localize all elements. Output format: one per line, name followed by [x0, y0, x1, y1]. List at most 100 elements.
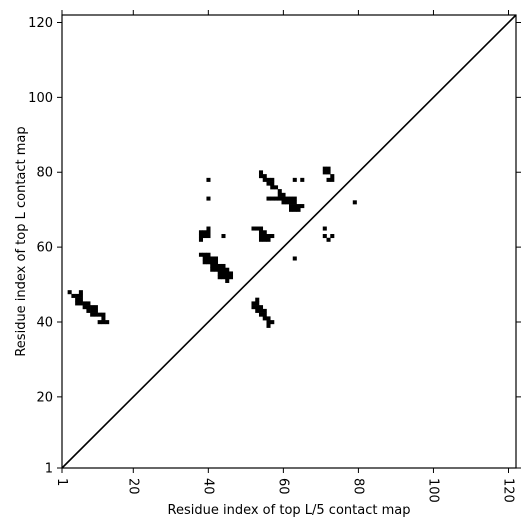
contact-cell [97, 312, 102, 317]
contact-cell [289, 196, 294, 201]
contact-cell [322, 170, 327, 175]
contact-cell [289, 204, 294, 209]
contact-cell [213, 256, 219, 261]
contact-cell [262, 316, 267, 321]
contact-cell [202, 260, 207, 265]
contact-cell [210, 260, 215, 265]
contact-cell [228, 275, 234, 280]
contact-cell [90, 312, 95, 317]
contact-cell [101, 320, 106, 325]
contact-cell [266, 181, 271, 186]
contact-cell [262, 237, 267, 242]
contact-cell [330, 234, 335, 239]
contact-cell [273, 185, 279, 190]
contact-cell [292, 196, 297, 201]
contact-cell [97, 320, 102, 325]
contact-cell [285, 196, 290, 201]
contact-cell [210, 267, 215, 272]
contact-cell [202, 252, 207, 257]
contact-cell [255, 301, 260, 306]
y-tick-label: 100 [28, 91, 53, 106]
contact-cell [86, 301, 91, 306]
contact-cell [206, 196, 211, 201]
contact-cell [326, 170, 331, 175]
x-tick-label: 1 [54, 478, 69, 486]
contact-cell [198, 234, 203, 239]
contact-cell [90, 305, 95, 310]
contact-cell [266, 316, 271, 321]
contact-cell [270, 185, 275, 190]
contact-cell [198, 252, 203, 257]
contact-cell [202, 230, 207, 235]
contact-cell [101, 312, 106, 317]
contact-cell [71, 293, 76, 298]
diagonal-line [61, 14, 517, 469]
contact-cell [206, 234, 211, 239]
contact-cell [300, 177, 305, 182]
contact-cell [262, 234, 267, 239]
contact-cell [292, 200, 297, 205]
contact-cell [225, 267, 230, 272]
contact-cell [225, 275, 230, 280]
x-tick-label: 40 [200, 478, 215, 495]
contact-cell [210, 256, 215, 261]
contact-cell [255, 308, 260, 313]
contact-cell [206, 260, 211, 265]
contact-cell [206, 256, 211, 261]
x-tick-label: 60 [275, 478, 290, 495]
y-axis-label: Residue index of top L contact map [14, 126, 29, 356]
contact-cell [206, 177, 211, 182]
contact-cell [326, 237, 331, 242]
contact-cell [270, 177, 275, 182]
contact-cell [270, 181, 275, 186]
contact-cell [266, 323, 271, 328]
contact-cell [273, 196, 279, 201]
contact-cell [198, 237, 203, 242]
contact-cell [86, 305, 91, 310]
contact-cell [225, 278, 230, 283]
contact-cell [258, 308, 264, 313]
x-tick-label: 100 [425, 478, 440, 503]
contact-cell [258, 234, 264, 239]
contact-cell [292, 207, 297, 212]
x-tick-label: 20 [125, 478, 140, 495]
contact-cell [262, 174, 267, 179]
contact-cell [221, 234, 226, 239]
contact-cell [292, 204, 297, 209]
plot-frame [61, 14, 517, 469]
contact-cells [67, 166, 357, 328]
contact-cell [258, 174, 264, 179]
contact-cell [258, 237, 264, 242]
contact-cell [217, 267, 222, 272]
contact-cell [105, 320, 110, 325]
contact-cell [255, 305, 260, 310]
x-tick-label: 120 [500, 478, 515, 503]
contact-cell [75, 301, 80, 306]
x-axis-label: Residue index of top L/5 contact map [168, 503, 411, 518]
contact-cell [206, 252, 211, 257]
contact-cell [217, 271, 222, 276]
contact-cell [262, 177, 267, 182]
contact-cell [213, 267, 219, 272]
contact-cell [289, 207, 294, 212]
contact-cell [266, 237, 271, 242]
contact-cell [277, 192, 282, 197]
contact-cell [202, 256, 207, 261]
contact-cell [270, 320, 275, 325]
contact-cell [210, 263, 215, 268]
contact-cell [86, 308, 91, 313]
y-tick-label: 120 [28, 16, 53, 31]
contact-cell [221, 267, 226, 272]
contact-cell [255, 226, 260, 231]
contact-cell [326, 166, 331, 171]
contact-cell [258, 305, 264, 310]
contact-cell [221, 275, 226, 280]
contact-cell [300, 204, 305, 209]
contact-cell [270, 196, 275, 201]
y-tick-label: 40 [36, 315, 53, 330]
contact-cell [202, 234, 207, 239]
contact-cell [277, 189, 282, 194]
contact-cell [266, 234, 271, 239]
